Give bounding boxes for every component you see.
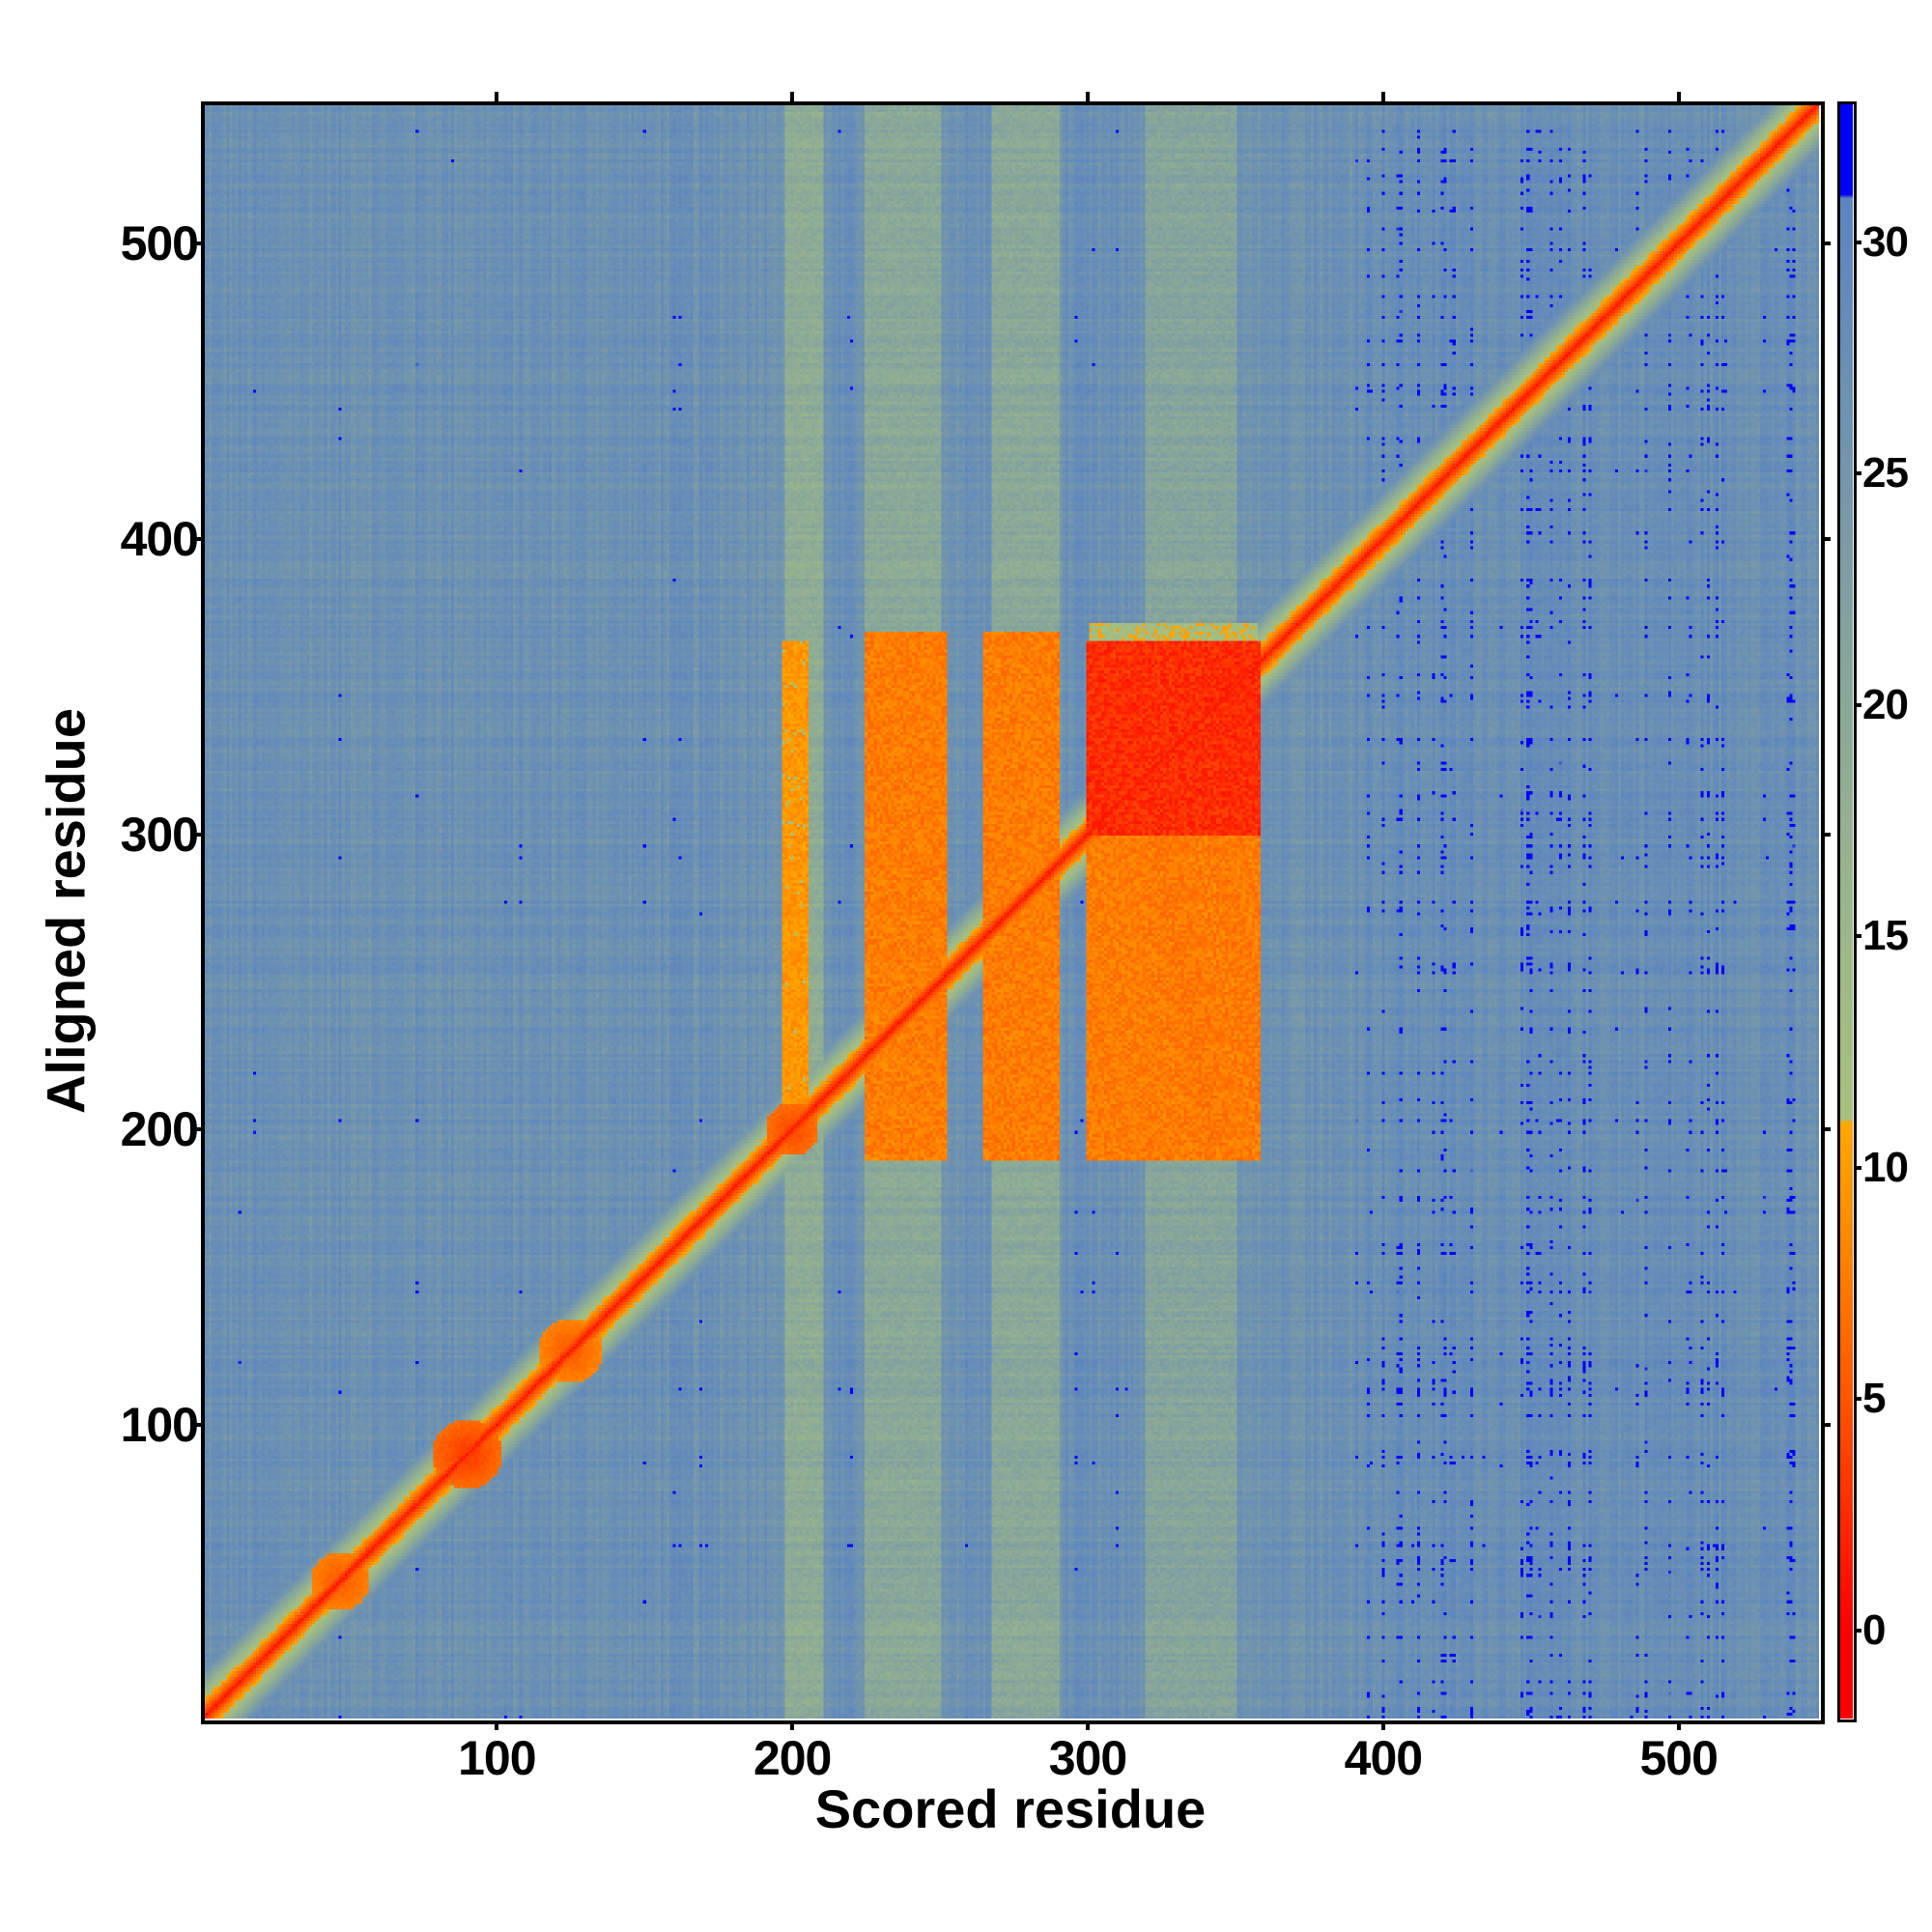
colorbar-tick-label: 25 xyxy=(1862,449,1909,497)
x-tick-label: 400 xyxy=(1344,1731,1423,1785)
y-tick-mark xyxy=(191,1422,201,1427)
colorbar-tick-mark xyxy=(1856,471,1861,476)
y-tick-label: 200 xyxy=(120,1102,199,1157)
y-tick-mark-right xyxy=(1821,832,1831,837)
colorbar-tick-mark xyxy=(1856,934,1861,939)
x-tick-mark xyxy=(790,1720,795,1730)
y-tick-label: 400 xyxy=(120,511,199,566)
y-tick-mark-right xyxy=(1821,536,1831,541)
x-tick-label: 300 xyxy=(1048,1731,1127,1785)
y-tick-label: 300 xyxy=(120,807,199,862)
plot-frame xyxy=(201,101,1825,1724)
colorbar-tick-mark xyxy=(1856,1628,1861,1633)
colorbar-frame xyxy=(1837,101,1857,1722)
y-tick-label: 500 xyxy=(120,216,199,271)
x-tick-mark-top xyxy=(790,92,795,101)
y-tick-label: 100 xyxy=(120,1397,199,1452)
x-tick-mark-top xyxy=(495,92,499,101)
x-axis-label: Scored residue xyxy=(814,1778,1207,1839)
colorbar-tick-label: 5 xyxy=(1862,1375,1887,1423)
x-tick-mark xyxy=(495,1720,499,1730)
x-tick-mark xyxy=(1676,1720,1681,1730)
y-tick-mark-right xyxy=(1821,1127,1831,1132)
colorbar-tick-label: 30 xyxy=(1862,217,1909,266)
y-tick-mark xyxy=(191,242,201,246)
colorbar-tick-label: 15 xyxy=(1862,912,1909,960)
x-tick-label: 500 xyxy=(1639,1731,1719,1785)
y-tick-mark-right xyxy=(1821,242,1831,246)
colorbar-tick-mark xyxy=(1856,702,1861,707)
x-tick-label: 100 xyxy=(458,1731,536,1785)
colorbar-tick-mark xyxy=(1856,1397,1861,1402)
y-tick-mark xyxy=(191,832,201,837)
colorbar xyxy=(1839,103,1853,1719)
x-tick-mark-top xyxy=(1380,92,1385,101)
colorbar-tick-label: 0 xyxy=(1862,1605,1887,1654)
y-tick-mark xyxy=(191,1127,201,1132)
x-tick-mark-top xyxy=(1676,92,1681,101)
x-tick-mark xyxy=(1086,1720,1091,1730)
y-tick-mark-right xyxy=(1821,1422,1831,1427)
y-axis-label: Aligned residue xyxy=(35,707,97,1115)
y-tick-mark xyxy=(191,536,201,541)
colorbar-tick-label: 20 xyxy=(1862,680,1909,728)
x-tick-mark xyxy=(1380,1720,1385,1730)
colorbar-tick-mark xyxy=(1856,1165,1861,1170)
colorbar-tick-mark xyxy=(1856,240,1861,244)
colorbar-tick-label: 10 xyxy=(1862,1143,1909,1191)
x-tick-mark-top xyxy=(1086,92,1091,101)
pae-heatmap xyxy=(203,103,1819,1719)
x-tick-label: 200 xyxy=(753,1731,832,1785)
